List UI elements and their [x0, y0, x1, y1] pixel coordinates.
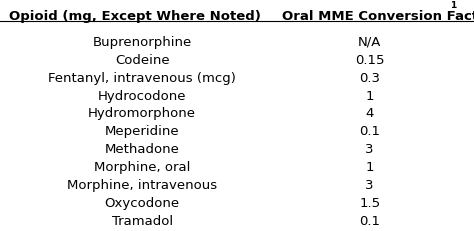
Text: Fentanyl, intravenous (mcg): Fentanyl, intravenous (mcg)	[48, 71, 236, 84]
Text: 0.1: 0.1	[359, 125, 380, 138]
Text: N/A: N/A	[358, 36, 382, 49]
Text: 4: 4	[365, 107, 374, 120]
Text: Codeine: Codeine	[115, 54, 170, 67]
Text: Tramadol: Tramadol	[112, 214, 173, 227]
Text: Hydromorphone: Hydromorphone	[88, 107, 196, 120]
Text: Oxycodone: Oxycodone	[105, 196, 180, 209]
Text: Oral MME Conversion Factor: Oral MME Conversion Factor	[282, 10, 474, 23]
Text: Meperidine: Meperidine	[105, 125, 180, 138]
Text: Methadone: Methadone	[105, 143, 180, 155]
Text: 3: 3	[365, 143, 374, 155]
Text: 1: 1	[365, 160, 374, 173]
Text: Opioid (mg, Except Where Noted): Opioid (mg, Except Where Noted)	[9, 10, 261, 23]
Text: Buprenorphine: Buprenorphine	[92, 36, 192, 49]
Text: Morphine, intravenous: Morphine, intravenous	[67, 178, 217, 191]
Text: 0.3: 0.3	[359, 71, 380, 84]
Text: Hydrocodone: Hydrocodone	[98, 89, 186, 102]
Text: 0.1: 0.1	[359, 214, 380, 227]
Text: 0.15: 0.15	[355, 54, 384, 67]
Text: 1.5: 1.5	[359, 196, 380, 209]
Text: 3: 3	[365, 178, 374, 191]
Text: 1: 1	[450, 1, 456, 10]
Text: 1: 1	[365, 89, 374, 102]
Text: Morphine, oral: Morphine, oral	[94, 160, 191, 173]
